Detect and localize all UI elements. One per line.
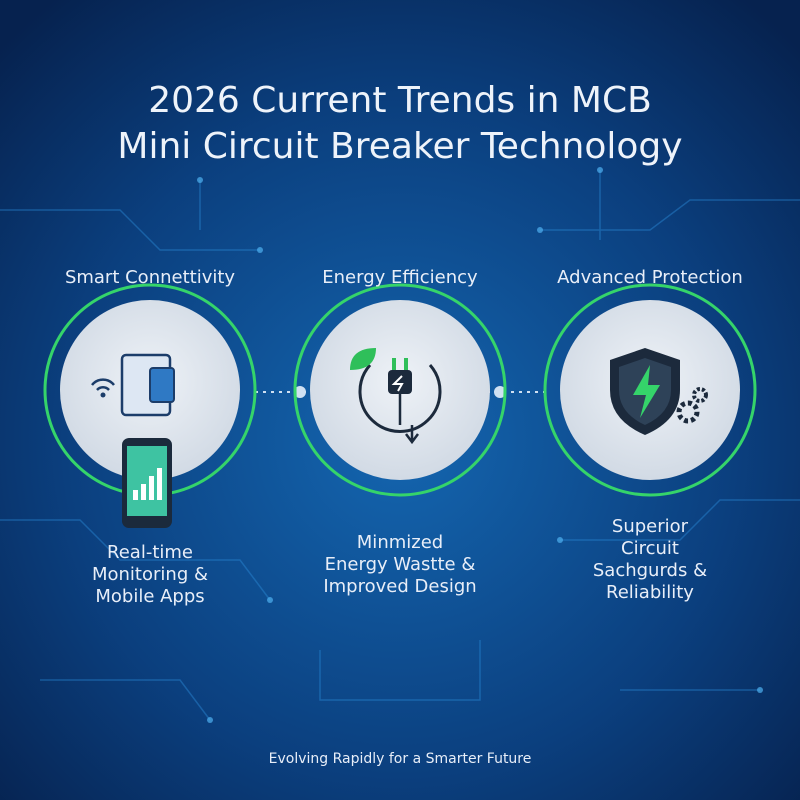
- column-description: Sachgurds &: [593, 560, 707, 581]
- column-heading: Smart Connettivity: [65, 267, 235, 288]
- column-description: Energy Wastte &: [325, 554, 476, 575]
- title-line: 2026 Current Trends in MCB: [148, 80, 652, 121]
- column-2-icon: [293, 283, 507, 497]
- connector-node: [494, 386, 506, 398]
- column-3-icon: [543, 283, 757, 497]
- title-line: Mini Circuit Breaker Technology: [117, 126, 682, 167]
- column-heading: Energy Efficiency: [322, 267, 478, 288]
- column-description: Mobile Apps: [95, 586, 204, 607]
- column-1-icon: [43, 283, 257, 528]
- column-description: Superior: [612, 516, 689, 537]
- column-description: Circuit: [621, 538, 679, 559]
- footer: Evolving Rapidly for a Smarter Future: [269, 751, 532, 767]
- column-description: Minmized: [357, 532, 443, 553]
- column-description: Improved Design: [323, 576, 476, 597]
- column-description: Reliability: [606, 582, 694, 603]
- column-description: Monitoring &: [92, 564, 208, 585]
- column-heading: Advanced Protection: [557, 267, 743, 288]
- column-description: Real-time: [107, 542, 193, 563]
- circuit-traces: [0, 170, 800, 721]
- trace-nodes: [197, 167, 763, 723]
- connector-node: [294, 386, 306, 398]
